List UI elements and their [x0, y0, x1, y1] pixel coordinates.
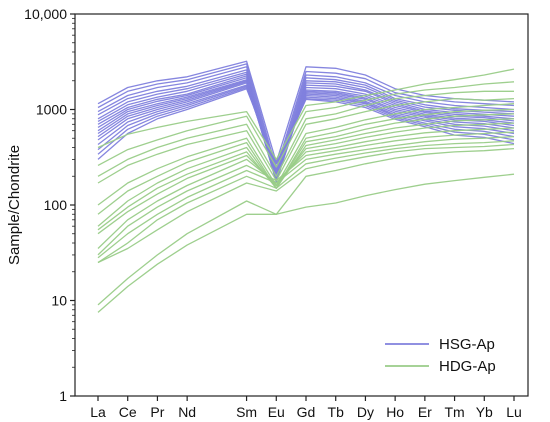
- series-group-1: [97, 68, 515, 313]
- series-line: [97, 88, 515, 165]
- legend: HSG-Ap HDG-Ap: [385, 336, 496, 375]
- y-tick-label: 10,000: [24, 6, 67, 22]
- series-line: [97, 118, 515, 231]
- series-line: [97, 81, 515, 168]
- legend-label: HSG-Ap: [439, 336, 495, 353]
- series-line: [97, 173, 515, 313]
- series-line: [97, 80, 515, 182]
- series-line: [97, 97, 515, 184]
- series-line: [97, 63, 515, 170]
- x-tick-label: Tm: [444, 404, 464, 420]
- series-line: [97, 143, 515, 264]
- x-tick-label: Ce: [119, 404, 137, 420]
- series-line: [97, 90, 514, 177]
- y-tick-label: 100: [44, 197, 68, 213]
- y-tick-label: 1000: [36, 102, 67, 118]
- x-tick-label: Ho: [386, 404, 404, 420]
- series-line: [97, 135, 515, 259]
- x-tick-label: Tb: [328, 404, 345, 420]
- x-tick-label: Gd: [297, 404, 316, 420]
- series-line: [97, 127, 515, 249]
- x-tick-label: Eu: [268, 404, 285, 420]
- x-tick-label: Yb: [476, 404, 493, 420]
- series-line: [97, 77, 515, 183]
- series-line: [97, 122, 515, 235]
- x-axis: La Ce Pr Nd Sm Eu Gd Tb Dy Ho Er Tm Yb Lu: [90, 396, 522, 420]
- series-line: [97, 71, 515, 180]
- x-tick-label: Sm: [236, 404, 257, 420]
- series-line: [97, 103, 515, 206]
- series-line: [97, 108, 515, 215]
- series-line: [97, 75, 515, 182]
- series-layer: [97, 60, 515, 313]
- series-line: [97, 147, 515, 306]
- series-line: [97, 82, 515, 177]
- series-line: [97, 131, 515, 256]
- series-line: [97, 85, 515, 172]
- series-line: [97, 79, 515, 183]
- x-tick-label: La: [90, 404, 106, 420]
- series-line: [97, 68, 515, 161]
- legend-label: HDG-Ap: [439, 358, 496, 375]
- x-tick-label: Dy: [357, 404, 374, 420]
- x-tick-label: Lu: [506, 404, 522, 420]
- y-tick-label: 1: [59, 388, 67, 404]
- series-line: [97, 60, 515, 163]
- x-tick-label: Er: [418, 404, 432, 420]
- y-axis: 1 10 100 1000 10,000: [24, 6, 75, 404]
- series-line: [97, 113, 515, 227]
- series-line: [97, 140, 515, 264]
- x-tick-label: Pr: [150, 404, 164, 420]
- series-line: [97, 66, 515, 173]
- x-tick-label: Nd: [178, 404, 196, 420]
- y-tick-label: 10: [51, 293, 67, 309]
- y-axis-label: Sample/Chondrite: [6, 145, 23, 265]
